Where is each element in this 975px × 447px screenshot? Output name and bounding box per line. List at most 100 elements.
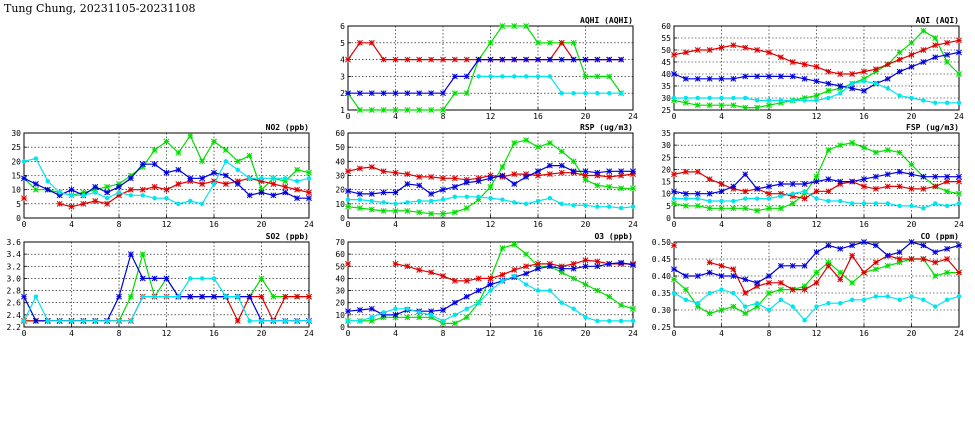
chart-so2: SO2 (ppb) 0 4 8 12 16 20 24 2.2 2.4 2.6 2.8 3.0 3.2 3.…: [7, 232, 314, 338]
data-point: [777, 73, 784, 80]
series-red: [671, 242, 962, 296]
data-point: [570, 275, 577, 282]
data-point: [140, 294, 145, 299]
data-point: [897, 297, 902, 303]
data-point: [849, 252, 856, 259]
data-point: [706, 176, 713, 183]
data-point: [294, 318, 300, 324]
data-point: [730, 183, 737, 190]
data-point: [188, 198, 193, 204]
data-point: [512, 200, 517, 205]
data-point: [884, 252, 891, 259]
data-point: [500, 197, 505, 202]
x-tick-label: 8: [441, 329, 446, 338]
data-point: [719, 198, 724, 204]
data-point: [392, 107, 399, 113]
data-point: [683, 297, 689, 303]
y-tick-label: 15: [661, 178, 671, 187]
data-point: [956, 49, 962, 56]
data-point: [682, 75, 689, 82]
data-point: [944, 297, 950, 303]
x-tick-label: 0: [346, 220, 351, 229]
y-tick-label: 40: [661, 70, 671, 79]
data-point: [849, 85, 856, 92]
data-point: [956, 37, 962, 44]
data-point: [766, 196, 772, 201]
data-point: [368, 164, 375, 170]
data-point: [104, 189, 111, 196]
data-point: [199, 175, 206, 182]
series-blue: [671, 49, 962, 94]
data-point: [825, 147, 832, 153]
data-point: [463, 56, 470, 63]
data-point: [706, 47, 713, 53]
data-point: [896, 68, 903, 75]
data-point: [57, 318, 62, 324]
x-tick-label: 16: [533, 220, 543, 229]
data-point: [127, 293, 134, 300]
data-point: [920, 59, 927, 65]
y-tick-label: 2: [340, 89, 345, 98]
series-green: [671, 139, 962, 214]
y-tick-label: 2.8: [7, 287, 22, 296]
data-point: [872, 259, 879, 266]
y-tick-label: 20: [661, 165, 671, 174]
data-point: [294, 293, 301, 300]
x-tick-label: 0: [672, 112, 677, 121]
data-point: [306, 189, 312, 196]
data-point: [897, 203, 902, 209]
data-point: [594, 182, 601, 189]
series-green: [345, 23, 625, 113]
data-point: [908, 239, 915, 245]
data-point: [511, 181, 518, 187]
data-point: [234, 181, 241, 187]
data-point: [152, 195, 157, 201]
data-point: [21, 159, 27, 164]
data-point: [743, 304, 748, 309]
data-point: [777, 54, 784, 61]
y-tick-label: 10: [11, 186, 21, 195]
data-point: [837, 142, 844, 149]
data-point: [944, 178, 951, 185]
data-point: [32, 186, 39, 193]
data-point: [416, 209, 423, 216]
data-point: [921, 297, 926, 303]
data-point: [789, 286, 796, 293]
data-point: [246, 152, 253, 159]
data-point: [488, 74, 493, 79]
data-point: [838, 300, 843, 306]
data-point: [451, 56, 458, 63]
series-red: [21, 175, 312, 210]
data-point: [694, 75, 701, 82]
data-point: [606, 73, 613, 80]
data-point: [140, 193, 145, 198]
data-point: [682, 286, 689, 293]
data-point: [694, 273, 701, 279]
data-point: [405, 306, 410, 312]
data-point: [152, 294, 157, 299]
data-point: [127, 186, 134, 193]
data-point: [695, 95, 700, 101]
data-point: [707, 198, 712, 204]
data-point: [671, 188, 677, 195]
x-tick-label: 20: [257, 220, 267, 229]
data-point: [594, 263, 601, 270]
data-point: [630, 318, 636, 324]
data-point: [451, 183, 458, 190]
data-point: [164, 195, 169, 201]
data-point: [104, 200, 111, 207]
x-tick-label: 4: [393, 329, 398, 338]
data-point: [754, 98, 760, 103]
data-point: [404, 90, 411, 97]
data-point: [742, 44, 749, 51]
data-point: [356, 307, 363, 313]
data-point: [246, 293, 253, 300]
data-point: [718, 75, 725, 82]
data-point: [956, 269, 962, 276]
data-point: [766, 183, 772, 190]
data-point: [849, 139, 856, 146]
data-point: [719, 95, 724, 101]
data-point: [742, 276, 749, 283]
data-point: [440, 197, 446, 202]
data-point: [187, 175, 194, 182]
